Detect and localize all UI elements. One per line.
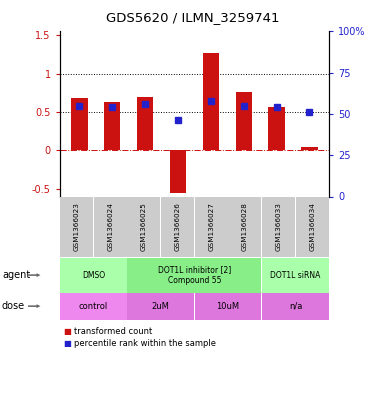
Text: GSM1366033: GSM1366033 [276,202,282,252]
Text: DMSO: DMSO [82,271,105,279]
Text: transformed count: transformed count [74,327,152,336]
Text: GSM1366026: GSM1366026 [174,202,181,252]
Bar [301,147,318,151]
Text: dose: dose [2,301,25,311]
Bar [137,97,153,151]
Text: GSM1366023: GSM1366023 [74,202,80,252]
Bar [170,151,186,193]
Bar [71,98,88,151]
Text: ■: ■ [64,327,71,336]
Text: ■: ■ [64,340,71,348]
Text: GSM1366027: GSM1366027 [208,202,214,252]
Bar [104,102,121,151]
Text: agent: agent [2,270,30,280]
Text: GSM1366034: GSM1366034 [309,202,315,252]
Text: control: control [79,302,108,310]
Text: n/a: n/a [289,302,302,310]
Text: GDS5620 / ILMN_3259741: GDS5620 / ILMN_3259741 [106,11,279,24]
Text: GSM1366025: GSM1366025 [141,202,147,252]
Bar [203,53,219,151]
Text: percentile rank within the sample: percentile rank within the sample [74,340,216,348]
Bar [236,92,252,151]
Text: 2uM: 2uM [152,302,170,310]
Bar [268,107,285,151]
Text: 10uM: 10uM [216,302,240,310]
Text: GSM1366028: GSM1366028 [242,202,248,252]
Text: GSM1366024: GSM1366024 [107,202,113,252]
Text: DOT1L inhibitor [2]
Compound 55: DOT1L inhibitor [2] Compound 55 [158,265,231,285]
Text: DOT1L siRNA: DOT1L siRNA [270,271,321,279]
